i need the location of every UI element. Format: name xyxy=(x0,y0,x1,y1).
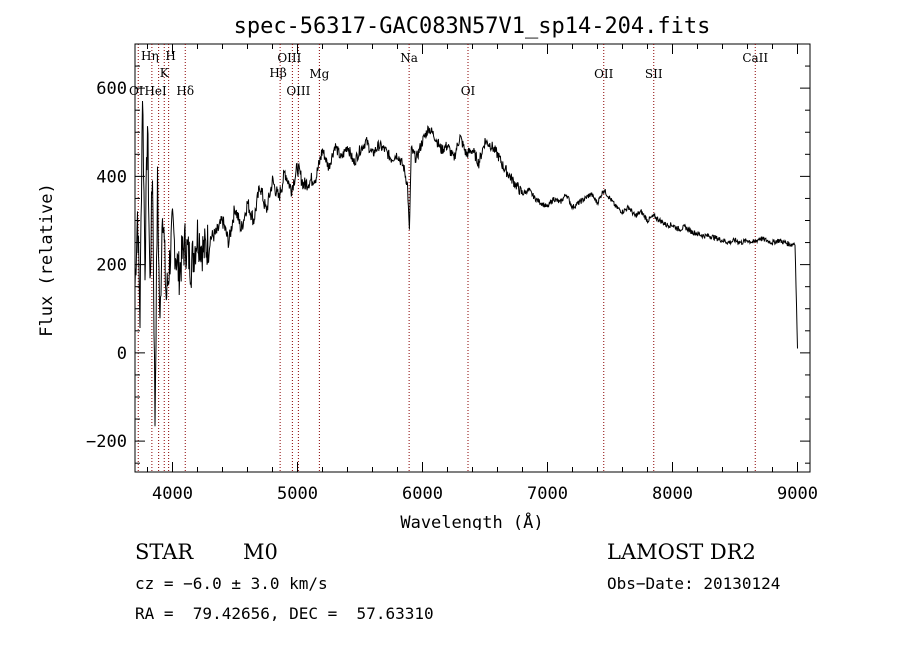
spectral-line-label: OI xyxy=(129,84,144,98)
spectrum-line xyxy=(134,100,798,427)
x-axis-label: Wavelength (Å) xyxy=(400,511,543,530)
spectral-line-label: OII xyxy=(594,67,614,81)
survey-name: LAMOST DR2 xyxy=(607,540,756,564)
spectrum-chart: spec-56317-GAC083N57V1_sp14-204.fits 400… xyxy=(37,14,818,530)
observation-date: Obs−Date: 20130124 xyxy=(607,574,781,593)
y-axis-label: Flux (relative) xyxy=(37,183,57,337)
spectral-line-label: Hβ xyxy=(269,66,286,80)
spectral-line-label: Na xyxy=(400,51,418,65)
spectral-line-label: CaII xyxy=(742,51,768,65)
y-tick-label: 600 xyxy=(96,79,127,99)
y-tick-label: 0 xyxy=(117,344,127,364)
x-tick-label: 9000 xyxy=(777,484,818,504)
object-subclass: M0 xyxy=(243,540,278,564)
spectral-line-label: SII xyxy=(645,67,663,81)
object-class: STAR xyxy=(135,540,194,564)
chart-title: spec-56317-GAC083N57V1_sp14-204.fits xyxy=(234,14,711,39)
coordinates: RA = 79.42656, DEC = 57.63310 xyxy=(135,604,434,623)
x-tick-label: 4000 xyxy=(152,484,193,504)
x-tick-label: 5000 xyxy=(277,484,318,504)
spectral-line-label: OI xyxy=(461,84,476,98)
redshift-cz: cz = −6.0 ± 3.0 km/s xyxy=(135,574,328,593)
y-tick-label: −200 xyxy=(86,432,127,452)
spectral-line-label: Hη xyxy=(141,49,159,63)
y-tick-label: 400 xyxy=(96,167,127,187)
spectral-line-label: Mg xyxy=(309,67,329,81)
spectral-line-label: H xyxy=(165,49,175,63)
x-tick-label: 7000 xyxy=(527,484,568,504)
x-tick-label: 6000 xyxy=(402,484,443,504)
plot-frame xyxy=(134,43,811,473)
x-tick-label: 8000 xyxy=(652,484,693,504)
spectral-line-label: Hδ xyxy=(176,84,194,98)
spectral-line-label: K xyxy=(160,66,170,80)
y-tick-label: 200 xyxy=(96,256,127,276)
spectral-line-label: HeI xyxy=(144,84,167,98)
spectral-line-label: OIII xyxy=(277,51,301,65)
spectral-line-label: OIII xyxy=(286,84,310,98)
